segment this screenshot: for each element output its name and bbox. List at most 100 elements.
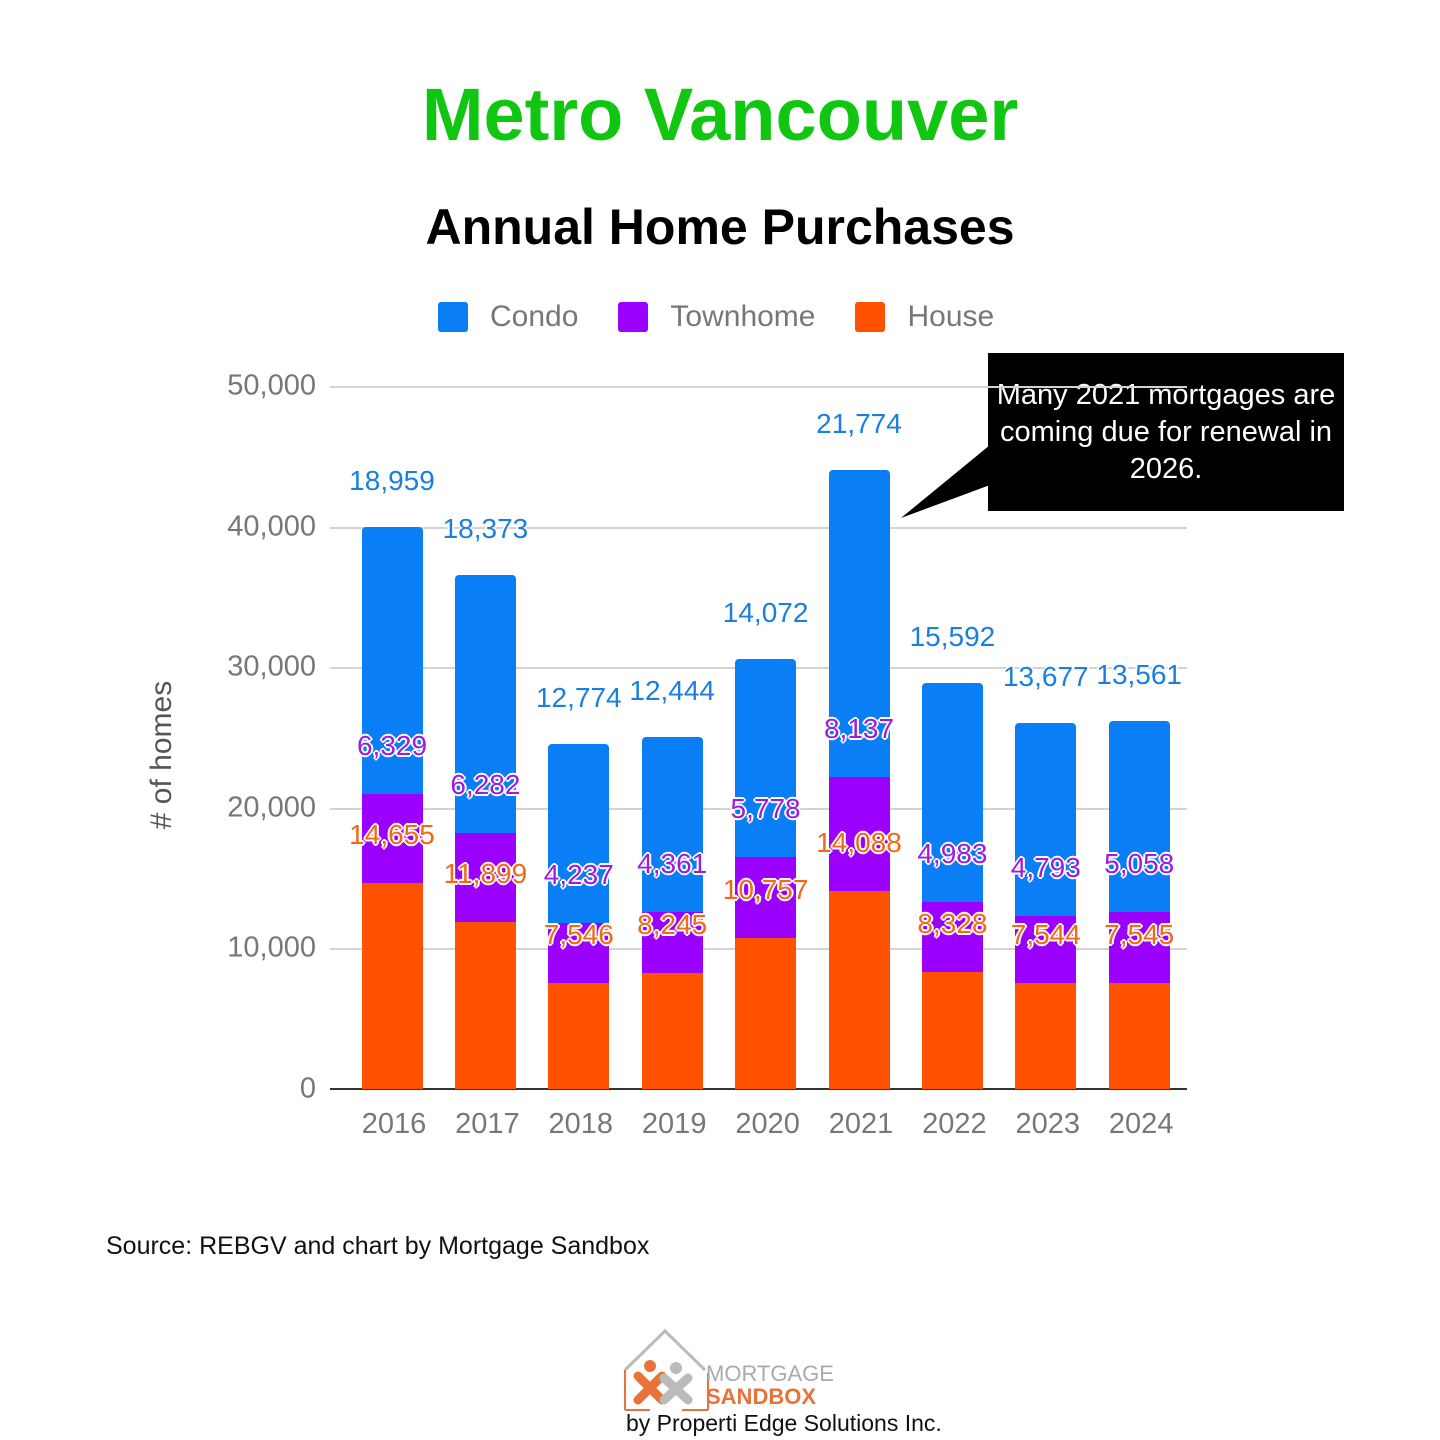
bar-2024 bbox=[1108, 721, 1170, 1089]
bar-segment-house bbox=[1015, 982, 1077, 1089]
legend-label: Condo bbox=[490, 300, 579, 333]
svg-text:SANDBOX: SANDBOX bbox=[706, 1384, 816, 1409]
chart-title: Metro Vancouver bbox=[421, 73, 1019, 156]
y-tick-label: 10,000 bbox=[227, 931, 316, 964]
bar-segment-house bbox=[921, 971, 983, 1089]
house-value-label: 11,899 bbox=[443, 857, 528, 889]
bar-segment-condo bbox=[828, 470, 890, 777]
house-value-label: 7,545 bbox=[1104, 918, 1175, 950]
house-value-label: 7,544 bbox=[1010, 918, 1081, 950]
condo-swatch-icon bbox=[438, 302, 468, 332]
bar-2016 bbox=[361, 527, 423, 1089]
bar-2018 bbox=[548, 743, 610, 1089]
bar-segment-house bbox=[454, 921, 516, 1089]
bar-segment-house bbox=[548, 982, 610, 1089]
bar-segment-townhome bbox=[548, 923, 610, 983]
bar-segment-house bbox=[361, 882, 423, 1089]
bar-2021 bbox=[828, 470, 890, 1089]
house-swatch-icon bbox=[855, 302, 886, 332]
bar-segment-townhome bbox=[735, 856, 797, 938]
house-value-label: 7,546 bbox=[543, 918, 614, 950]
bar-2022 bbox=[921, 682, 983, 1089]
y-axis-label: # of homes bbox=[145, 680, 178, 830]
townhome-swatch-icon bbox=[618, 302, 649, 332]
bar-segment-townhome bbox=[1108, 911, 1170, 983]
bar-segment-house bbox=[1108, 982, 1170, 1089]
callout-text: Many 2021 mortgages are coming due for r… bbox=[996, 378, 1336, 485]
legend-item-house: House bbox=[855, 300, 994, 334]
condo-value-label: 13,677 bbox=[1002, 661, 1089, 693]
bar-segment-condo bbox=[735, 658, 797, 857]
x-tick-label: 2022 bbox=[922, 1108, 987, 1140]
bar-segment-condo bbox=[361, 527, 423, 794]
house-value-label: 14,088 bbox=[816, 826, 902, 858]
svg-text:MORTGAGE: MORTGAGE bbox=[706, 1361, 834, 1386]
mortgage-sandbox-logo: MORTGAGE SANDBOX bbox=[623, 1328, 834, 1411]
bar-segment-condo bbox=[921, 682, 983, 902]
townhome-value-label: 5,778 bbox=[730, 792, 801, 824]
chart-subtitle: Annual Home Purchases bbox=[425, 199, 1015, 255]
condo-value-label: 18,959 bbox=[349, 465, 435, 497]
bar-segment-house bbox=[641, 973, 703, 1089]
house-value-label: 10,757 bbox=[722, 873, 809, 905]
condo-value-label: 12,444 bbox=[629, 674, 716, 706]
x-tick-label: 2023 bbox=[1015, 1108, 1081, 1140]
bar-2020 bbox=[735, 658, 797, 1089]
bar-2017 bbox=[454, 575, 516, 1089]
bar-2023 bbox=[1015, 723, 1077, 1089]
x-tick-label: 2024 bbox=[1108, 1108, 1174, 1140]
x-tick-label: 2019 bbox=[641, 1108, 707, 1140]
y-tick-label: 50,000 bbox=[227, 369, 316, 402]
y-tick-label: 40,000 bbox=[227, 510, 316, 543]
bar-segment-condo bbox=[1108, 721, 1170, 912]
bar-segment-townhome bbox=[1015, 915, 1077, 983]
x-tick-label: 2017 bbox=[455, 1108, 520, 1140]
bar-segment-condo bbox=[548, 743, 610, 924]
house-value-label: 14,655 bbox=[349, 818, 435, 850]
y-tick-label: 0 bbox=[299, 1072, 316, 1105]
bar-segment-townhome bbox=[641, 911, 703, 974]
legend-label: House bbox=[907, 300, 995, 333]
house-value-label: 8,245 bbox=[637, 909, 708, 941]
y-tick-label: 20,000 bbox=[227, 791, 316, 824]
townhome-value-label: 6,282 bbox=[450, 769, 521, 801]
condo-value-label: 13,561 bbox=[1096, 659, 1183, 691]
legend-label: Townhome bbox=[670, 300, 816, 333]
bar-segment-condo bbox=[1015, 723, 1077, 916]
bar-segment-condo bbox=[454, 575, 516, 834]
townhome-value-label: 4,793 bbox=[1010, 851, 1081, 883]
logo-tagline: by Properti Edge Solutions Inc. bbox=[626, 1410, 942, 1436]
house-value-label: 8,328 bbox=[917, 907, 988, 939]
condo-value-label: 14,072 bbox=[722, 596, 809, 628]
townhome-value-label: 4,361 bbox=[637, 847, 708, 879]
bar-segment-townhome bbox=[921, 901, 983, 972]
townhome-value-label: 6,329 bbox=[356, 729, 428, 761]
townhome-value-label: 4,983 bbox=[917, 837, 988, 869]
bar-segment-house bbox=[735, 937, 797, 1089]
condo-value-label: 21,774 bbox=[816, 408, 902, 440]
bar-segment-condo bbox=[641, 736, 703, 912]
legend-item-condo: Condo bbox=[438, 300, 578, 334]
bar-segment-townhome bbox=[454, 833, 516, 922]
legend-item-townhome: Townhome bbox=[618, 300, 815, 334]
x-tick-label: 2021 bbox=[828, 1108, 894, 1140]
y-tick-label: 30,000 bbox=[227, 650, 316, 683]
annotation-callout: Many 2021 mortgages are coming due for r… bbox=[988, 353, 1344, 511]
x-axis-line bbox=[330, 1088, 1187, 1090]
bar-segment-house bbox=[828, 890, 890, 1089]
condo-value-label: 15,592 bbox=[909, 620, 996, 652]
townhome-value-label: 8,137 bbox=[823, 712, 895, 744]
gridline bbox=[330, 386, 1187, 388]
condo-value-label: 12,774 bbox=[535, 681, 622, 713]
bar-2019 bbox=[641, 736, 703, 1089]
x-tick-label: 2016 bbox=[361, 1108, 427, 1140]
bar-segment-townhome bbox=[361, 793, 423, 883]
x-tick-label: 2018 bbox=[548, 1108, 614, 1140]
condo-value-label: 18,373 bbox=[442, 513, 529, 545]
bar-segment-townhome bbox=[828, 776, 890, 891]
x-tick-label: 2020 bbox=[735, 1108, 800, 1140]
legend: Condo Townhome House bbox=[438, 300, 1034, 334]
townhome-value-label: 4,237 bbox=[543, 859, 614, 891]
gridline bbox=[330, 526, 1187, 529]
townhome-value-label: 5,058 bbox=[1104, 847, 1175, 879]
